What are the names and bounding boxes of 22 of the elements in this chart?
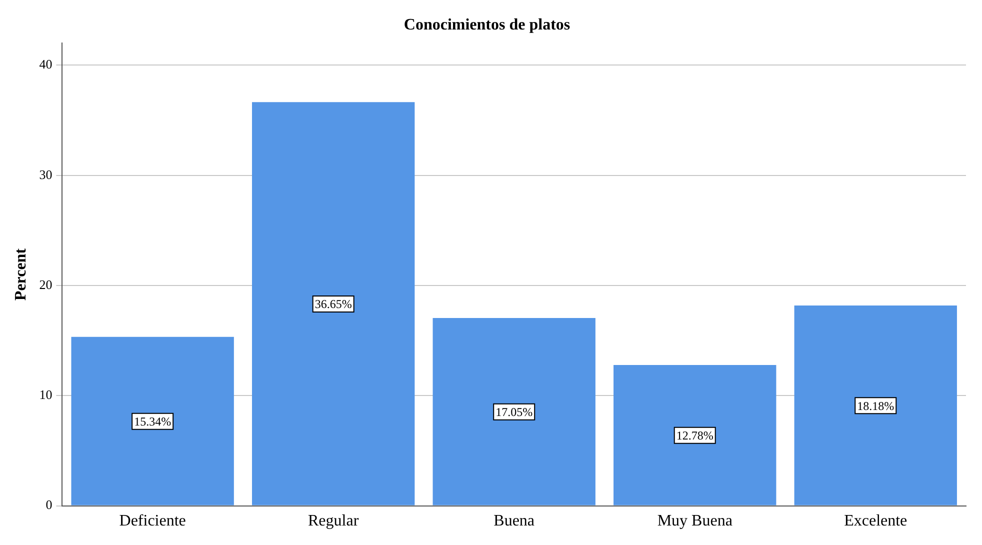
- y-tick-label: 40: [39, 56, 52, 72]
- bar: [71, 336, 234, 506]
- data-label: 15.34%: [134, 414, 172, 428]
- x-tick-label: Excelente: [844, 512, 908, 530]
- y-tick-label: 0: [46, 497, 52, 512]
- bar: [614, 365, 776, 506]
- data-label: 36.65%: [314, 297, 352, 312]
- data-label: 18.18%: [857, 398, 894, 413]
- y-tick-label: 30: [39, 166, 52, 182]
- bar: [252, 102, 415, 506]
- y-tick-label: 20: [39, 276, 52, 292]
- y-tick-label: 10: [39, 387, 52, 402]
- bar: [432, 318, 596, 506]
- y-axis-title: Percent: [12, 248, 30, 301]
- data-label: 17.05%: [496, 405, 533, 420]
- x-tick-label: Muy Buena: [657, 512, 732, 530]
- bar: [794, 306, 957, 506]
- data-label: 12.78%: [676, 428, 714, 443]
- x-tick-label: Deficiente: [119, 512, 186, 530]
- x-tick-label: Regular: [308, 512, 360, 530]
- x-tick-label: Buena: [494, 512, 535, 530]
- chart-title: Conocimientos de platos: [404, 16, 570, 34]
